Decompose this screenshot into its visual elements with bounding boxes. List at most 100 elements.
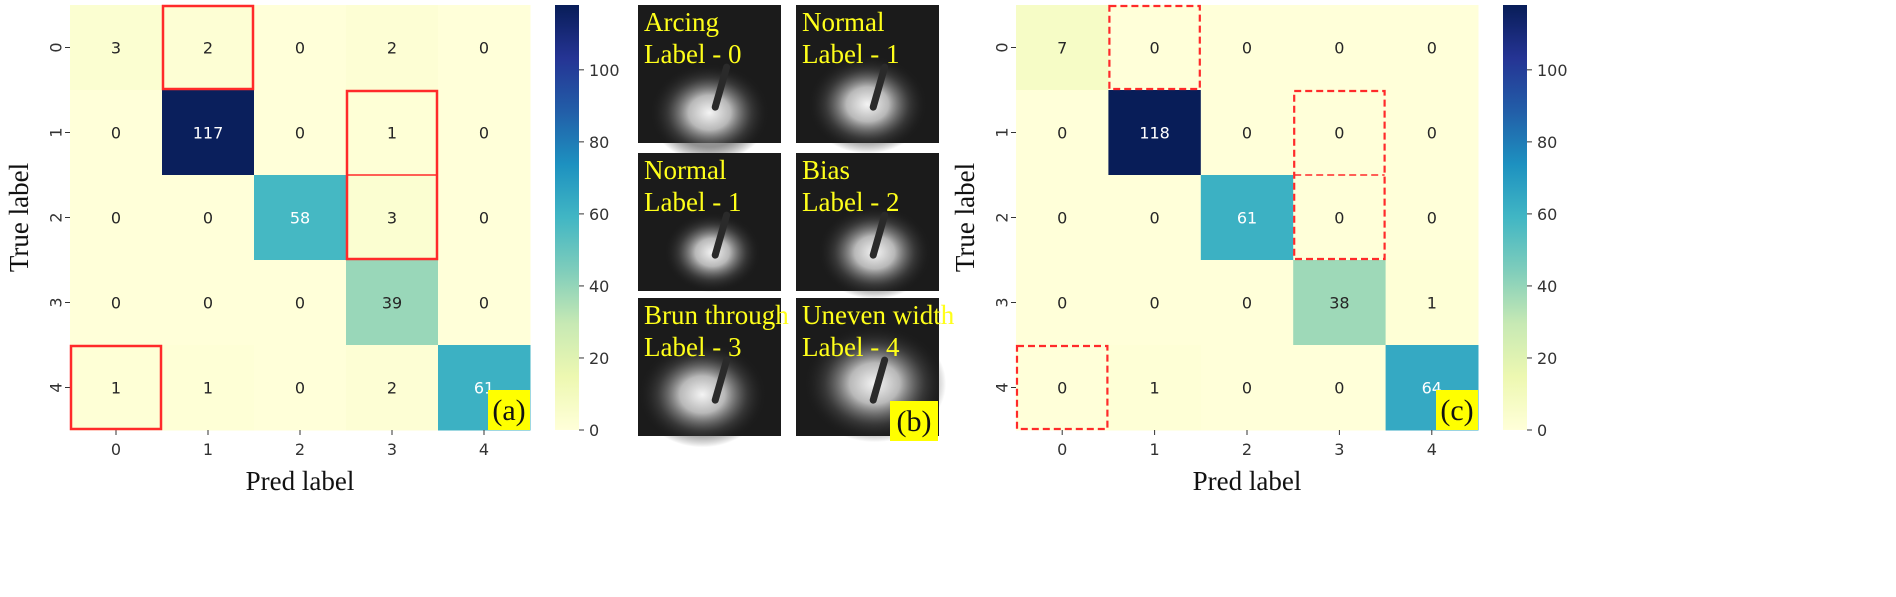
heatmap-cell (1200, 175, 1294, 261)
heatmap-cell (254, 90, 347, 176)
y-tick-label: 1 (47, 127, 66, 137)
cell-value: 0 (1427, 209, 1437, 228)
highlight-box (1015, 344, 1109, 431)
y-tick-label: 2 (993, 212, 1012, 222)
cell-value: 0 (1334, 379, 1344, 398)
highlight-box (161, 4, 255, 91)
colorbar-tick-label: 60 (1537, 205, 1557, 224)
heatmap-cell (1200, 345, 1294, 431)
weld-pool-glow (807, 55, 928, 154)
heatmap-cell (1293, 345, 1387, 431)
cell-value: 1 (111, 379, 121, 398)
cell-value: 3 (387, 209, 397, 228)
cell-value: 0 (1334, 124, 1344, 143)
weld-pool-glow (638, 341, 767, 448)
heatmap-cell (1108, 175, 1202, 261)
cell-value: 0 (295, 379, 305, 398)
panel-tag: (c) (1440, 394, 1473, 427)
cell-value: 61 (1237, 209, 1257, 228)
colorbar-tick-label: 0 (589, 421, 599, 440)
heatmap-cell (162, 260, 255, 346)
heatmap-cell (1293, 5, 1387, 91)
y-tick-label: 4 (47, 382, 66, 392)
photo-class-name: Bias (802, 155, 850, 185)
confusion-matrix-c: 7 0 0 0 00 118 0 0 00 0 61 0 00 0 0 38 10 1 0 0 640 1 2 3 401234… (950, 4, 1568, 496)
y-axis-label: True label (4, 163, 34, 272)
x-tick-label: 2 (1242, 440, 1252, 459)
colorbar-tick-label: 100 (1537, 61, 1568, 80)
highlight-box (1108, 4, 1201, 91)
cell-value: 0 (1242, 379, 1252, 398)
panel-tag-background (1436, 390, 1478, 430)
photo-class-label: Label - 4 (802, 332, 900, 362)
heatmap-cell (1016, 345, 1109, 431)
heatmap-cell (1016, 260, 1109, 346)
x-tick-label: 4 (1427, 440, 1437, 459)
cell-value: 2 (387, 39, 397, 58)
x-tick-label: 3 (1334, 440, 1344, 459)
cell-value: 0 (295, 124, 305, 143)
photo-class-label: Label - 0 (644, 39, 741, 69)
y-tick-label: 0 (993, 42, 1012, 52)
cell-value: 0 (1242, 39, 1252, 58)
photo-class-name: Normal (802, 7, 884, 37)
heatmap-cell (162, 345, 255, 431)
cell-value: 0 (1334, 209, 1344, 228)
heatmap-cell (254, 5, 347, 91)
cell-value: 0 (203, 294, 213, 313)
confusion-matrix-a: 3 2 0 2 00 117 0 1 00 0 58 3 00 0 0 39 01 1 0 2 610 1 2 3 401234… (4, 4, 620, 496)
cell-value: 0 (111, 209, 121, 228)
cell-value: 1 (1427, 294, 1437, 313)
x-tick-label: 0 (111, 440, 121, 459)
welding-wire (869, 63, 889, 111)
x-axis-label: Pred label (246, 466, 355, 496)
cell-value: 3 (111, 39, 121, 58)
panel-tag: (a) (492, 394, 525, 427)
heatmap-cell (254, 345, 347, 431)
colorbar-tick-label: 20 (1537, 349, 1557, 368)
cell-value: 0 (1242, 294, 1252, 313)
heatmap-cell (346, 5, 439, 91)
heatmap-cell (254, 175, 347, 261)
photo-class-label: Label - 1 (644, 187, 741, 217)
heatmap-cell (1293, 90, 1387, 176)
cell-value: 2 (203, 39, 213, 58)
heatmap-cell (1016, 90, 1109, 176)
y-tick-label: 4 (993, 382, 1012, 392)
y-tick-label: 1 (993, 127, 1012, 137)
cell-value: 0 (1427, 124, 1437, 143)
y-tick-label: 2 (47, 212, 66, 222)
x-tick-label: 4 (479, 440, 489, 459)
welding-wire (711, 356, 731, 404)
cell-value: 118 (1139, 124, 1170, 143)
heatmap-cell (70, 345, 163, 431)
colorbar-tick-label: 60 (589, 205, 609, 224)
heatmap-cell (1016, 175, 1109, 261)
cell-value: 39 (382, 294, 402, 313)
colorbar-tick-label: 0 (1537, 421, 1547, 440)
heatmap-cell (70, 5, 163, 91)
cell-value: 0 (1242, 124, 1252, 143)
colorbar-tick-label: 80 (589, 133, 609, 152)
colorbar-tick-label: 40 (589, 277, 609, 296)
cell-value: 1 (387, 124, 397, 143)
welding-wire (711, 63, 731, 111)
cell-value: 0 (1057, 124, 1067, 143)
heatmap-cell (438, 175, 531, 261)
heatmap-cell (1293, 260, 1387, 346)
cell-value: 0 (1427, 39, 1437, 58)
heatmap-cell (1108, 260, 1202, 346)
photo-class-label: Label - 2 (802, 187, 899, 217)
heatmap-cell (162, 5, 255, 91)
cell-value: 0 (1150, 209, 1160, 228)
y-axis-label: True label (950, 163, 980, 272)
colorbar (1503, 5, 1527, 430)
heatmap-cell (70, 175, 163, 261)
heatmap-cell (1385, 90, 1479, 176)
panel-tag-background (488, 390, 530, 430)
